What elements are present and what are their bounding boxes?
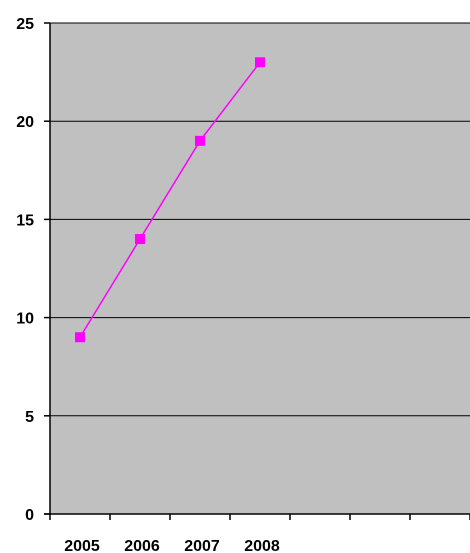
- data-point-marker: [255, 57, 265, 68]
- y-axis-tick-labels: 0 5 10 15 20 25: [16, 16, 34, 524]
- x-tick-label: 2006: [124, 538, 160, 553]
- y-tick-label: 0: [25, 507, 34, 524]
- y-tick-label: 15: [16, 212, 34, 229]
- x-tick-label: 2007: [184, 538, 220, 553]
- gridlines: [50, 22, 470, 417]
- y-tick-label: 20: [16, 114, 34, 131]
- series-group: [75, 57, 265, 343]
- plot-area: [50, 23, 470, 514]
- data-point-marker: [75, 332, 85, 343]
- series-line: [79, 61, 261, 338]
- y-tick-label: 25: [16, 16, 34, 33]
- data-point-marker: [195, 135, 205, 146]
- x-axis-tick-labels: 2005 2006 2007 2008: [64, 538, 280, 553]
- y-tick-label: 10: [16, 311, 34, 328]
- x-tick-label: 2005: [64, 538, 100, 553]
- x-tick-label: 2008: [244, 538, 280, 553]
- axes: [44, 22, 470, 520]
- data-point-marker: [135, 234, 145, 245]
- y-tick-label: 5: [25, 409, 34, 426]
